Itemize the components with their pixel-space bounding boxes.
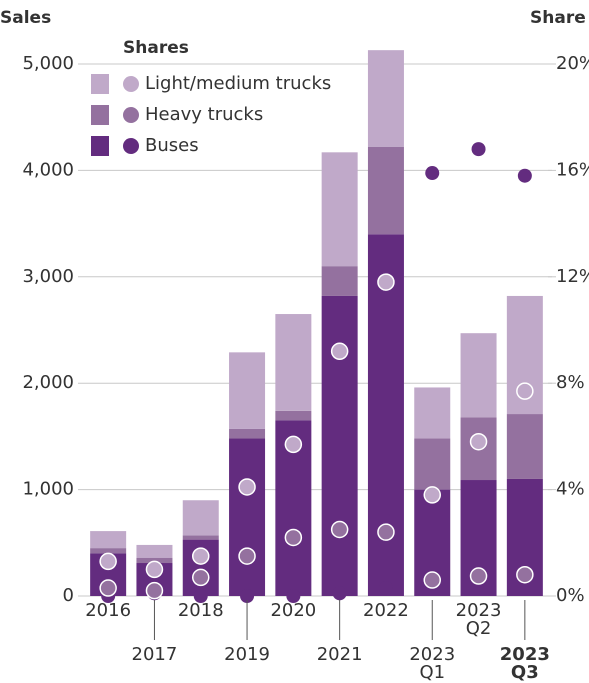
share-dot xyxy=(423,486,441,504)
legend-swatch xyxy=(91,105,109,125)
share-dot xyxy=(99,579,117,597)
bar-segment xyxy=(506,414,543,479)
legend-label: Buses xyxy=(145,135,199,156)
y2-tick-label: 12% xyxy=(556,266,589,287)
x-tick-label: 2023 Q3 xyxy=(500,644,550,683)
y2-tick-label: 8% xyxy=(556,372,585,393)
share-dot xyxy=(471,142,486,157)
share-dot xyxy=(469,567,488,585)
bar-segment xyxy=(275,314,312,411)
x-tick-label: 2017 xyxy=(132,644,178,665)
y-tick-label: 3,000 xyxy=(22,266,74,287)
share-dot xyxy=(286,589,301,603)
share-dot xyxy=(332,586,347,601)
y2-axis-label: Share xyxy=(530,8,586,28)
y-tick-label: 5,000 xyxy=(22,53,74,74)
legend-dot xyxy=(123,76,139,92)
y2-tick-label: 16% xyxy=(556,159,589,180)
share-dot xyxy=(516,382,534,400)
share-dot xyxy=(192,568,210,587)
legend-title: Shares xyxy=(123,38,189,58)
y-tick-label: 2,000 xyxy=(22,372,74,393)
x-tick-label: 2023 Q1 xyxy=(409,644,455,683)
bar-segment xyxy=(367,50,404,147)
y-tick-label: 0 xyxy=(63,585,74,606)
bar-segment xyxy=(229,352,266,429)
share-dot xyxy=(377,523,395,541)
legend-swatch xyxy=(91,136,109,156)
x-tick-label: 2022 xyxy=(363,600,409,621)
share-dot xyxy=(284,528,303,547)
bar-segment xyxy=(460,333,497,418)
share-dot xyxy=(377,273,395,291)
bar-segment xyxy=(229,428,266,439)
y2-tick-label: 20% xyxy=(556,53,589,74)
bar-segment xyxy=(321,266,358,296)
bar-segment xyxy=(136,544,173,558)
share-dot xyxy=(145,560,164,579)
bar-segment xyxy=(321,295,358,596)
share-dot xyxy=(516,565,534,584)
bar-segment xyxy=(90,531,127,549)
x-tick-label: 2016 xyxy=(85,600,131,621)
legend-swatch xyxy=(91,74,109,94)
x-tick-label: 2020 xyxy=(270,600,316,621)
share-dot xyxy=(469,432,488,451)
bar-segment xyxy=(321,152,358,267)
legend-label: Light/medium trucks xyxy=(145,73,331,94)
share-dot xyxy=(284,435,303,454)
bar-segment xyxy=(414,387,451,439)
share-dot xyxy=(238,478,256,496)
share-dot xyxy=(423,571,441,589)
share-dot xyxy=(238,547,256,565)
bar-segment xyxy=(182,535,219,540)
share-dot xyxy=(330,520,349,539)
share-dot xyxy=(99,552,117,571)
bar-segment xyxy=(414,438,451,490)
share-dot xyxy=(145,581,164,600)
bar-segment xyxy=(275,410,312,421)
legend-label: Heavy trucks xyxy=(145,104,263,125)
share-dot xyxy=(330,342,349,361)
share-dot xyxy=(193,589,208,603)
bar-segment xyxy=(367,146,404,235)
bar-segment xyxy=(90,548,127,554)
y2-tick-label: 4% xyxy=(556,479,585,500)
share-dot xyxy=(517,168,532,183)
share-dot xyxy=(378,581,393,596)
y-axis-label: Sales xyxy=(0,8,51,28)
bar-segment xyxy=(229,438,266,596)
legend-dot xyxy=(123,138,139,154)
x-tick-label: 2019 xyxy=(224,644,270,665)
x-tick-label: 2018 xyxy=(178,600,224,621)
y-tick-label: 4,000 xyxy=(22,159,74,180)
x-tick-label: 2021 xyxy=(317,644,363,665)
share-dot xyxy=(240,589,255,603)
y-tick-label: 1,000 xyxy=(22,479,74,500)
bar-segment xyxy=(182,500,219,536)
bar-segment xyxy=(136,557,173,564)
share-dot xyxy=(192,547,210,565)
share-dot xyxy=(425,166,440,181)
y2-tick-label: 0% xyxy=(556,585,585,606)
legend-dot xyxy=(123,107,139,123)
x-tick-label: 2023 Q2 xyxy=(456,600,502,639)
